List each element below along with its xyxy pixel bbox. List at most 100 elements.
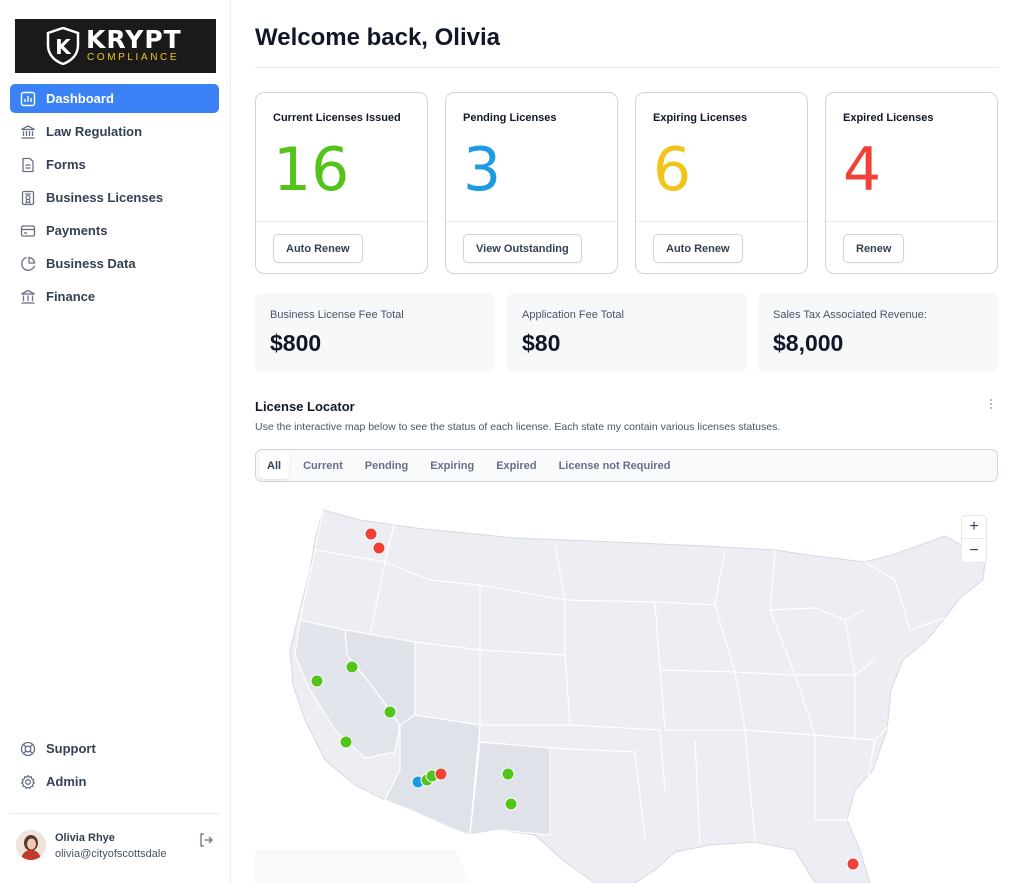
fee-label: Sales Tax Associated Revenue: [773,309,927,321]
new-mexico-region [469,741,551,836]
sidebar-bottom-nav: Support Admin [10,734,219,800]
brand-logo[interactable]: K KRYPT COMPLIANCE [15,19,216,73]
sidebar-item-label: Support [46,741,96,756]
card-label: Pending Licenses [463,112,557,124]
pie-chart-icon [19,255,37,273]
card-divider [256,221,427,222]
card-label: Current Licenses Issued [273,112,401,124]
sidebar-item-label: Business Data [46,256,136,271]
sidebar-item-finance[interactable]: Finance [10,282,219,311]
card-value: 16 [273,135,350,205]
sidebar-item-support[interactable]: Support [10,734,219,763]
sidebar-item-label: Payments [46,223,108,238]
user-email: olivia@cityofscottsdale [55,848,167,860]
gear-icon [19,773,37,791]
section-description: Use the interactive map below to see the… [255,421,781,433]
user-name: Olivia Rhye [55,832,115,844]
license-marker[interactable] [364,527,378,541]
bank-icon [19,123,37,141]
expiring-licenses-card: Expiring Licenses 6 Auto Renew [635,92,808,274]
license-marker[interactable] [372,541,386,555]
sidebar-nav: Dashboard Law Regulation Forms Business … [10,84,219,315]
license-marker[interactable] [339,735,353,749]
business-license-fee-card: Business License Fee Total $800 [255,293,495,372]
user-profile: Olivia Rhye olivia@cityofscottsdale [16,830,216,864]
status-filter-tabs: All Current Pending Expiring Expired Lic… [255,449,998,482]
brand-name: KRYPT [86,25,182,54]
fee-label: Business License Fee Total [270,309,404,321]
license-marker[interactable] [383,705,397,719]
section-title: License Locator [255,399,355,414]
card-label: Expired Licenses [843,112,934,124]
sidebar-item-admin[interactable]: Admin [10,767,219,796]
zoom-out-button[interactable]: − [969,541,979,559]
license-marker[interactable] [310,674,324,688]
svg-text:K: K [55,35,72,59]
tab-all[interactable]: All [259,452,290,479]
expired-licenses-card: Expired Licenses 4 Renew [825,92,998,274]
california-region [294,619,401,759]
sidebar-item-dashboard[interactable]: Dashboard [10,84,219,113]
tab-license-not-required[interactable]: License not Required [558,459,671,472]
license-marker[interactable] [345,660,359,674]
fee-value: $8,000 [773,330,844,356]
brand-tagline: COMPLIANCE [87,52,180,63]
application-fee-card: Application Fee Total $80 [507,293,747,372]
sidebar-item-label: Forms [46,157,86,172]
card-divider [636,221,807,222]
license-map[interactable] [255,490,998,883]
bar-chart-icon [19,90,37,108]
sidebar-item-payments[interactable]: Payments [10,216,219,245]
tab-expired[interactable]: Expired [496,459,537,472]
fee-value: $80 [522,330,561,356]
avatar[interactable] [16,830,46,860]
card-divider [446,221,617,222]
auto-renew-button[interactable]: Auto Renew [653,234,743,263]
license-marker[interactable] [501,767,515,781]
sidebar-item-label: Finance [46,289,96,304]
certificate-icon [19,189,37,207]
card-value: 3 [463,135,502,205]
file-icon [19,156,37,174]
logout-icon[interactable] [198,832,214,848]
tab-expiring[interactable]: Expiring [430,459,475,472]
license-marker[interactable] [434,767,448,781]
license-marker[interactable] [504,797,518,811]
more-options-icon[interactable] [985,396,997,412]
credit-card-icon [19,222,37,240]
sidebar-divider [10,813,219,814]
fee-label: Application Fee Total [522,309,624,321]
sidebar-item-business-licenses[interactable]: Business Licenses [10,183,219,212]
current-licenses-card: Current Licenses Issued 16 Auto Renew [255,92,428,274]
sidebar-item-forms[interactable]: Forms [10,150,219,179]
zoom-in-button[interactable]: + [962,516,986,539]
card-value: 6 [653,135,692,205]
sales-tax-revenue-card: Sales Tax Associated Revenue: $8,000 [758,293,998,372]
renew-button[interactable]: Renew [843,234,905,263]
sidebar: K KRYPT COMPLIANCE Dashboard Law Regulat… [0,0,231,883]
page-title: Welcome back, Olivia [255,24,501,51]
view-outstanding-button[interactable]: View Outstanding [463,234,582,263]
card-label: Expiring Licenses [653,112,748,124]
tab-pending[interactable]: Pending [364,459,409,472]
card-divider [826,221,997,222]
sidebar-item-law-regulation[interactable]: Law Regulation [10,117,219,146]
building-icon [19,288,37,306]
sidebar-item-label: Law Regulation [46,124,143,139]
sidebar-item-label: Admin [46,774,87,789]
card-value: 4 [843,135,882,205]
status-markers [310,527,860,871]
fee-value: $800 [270,330,322,356]
title-divider [255,67,998,68]
state-borders [299,509,946,846]
sidebar-item-label: Business Licenses [46,190,164,205]
map-zoom-controls: + − [961,515,987,563]
sidebar-item-label: Dashboard [46,91,114,106]
life-buoy-icon [19,740,37,758]
sidebar-item-business-data[interactable]: Business Data [10,249,219,278]
shield-logo-icon: K [46,27,80,65]
license-marker[interactable] [846,857,860,871]
tab-current[interactable]: Current [303,459,343,472]
pending-licenses-card: Pending Licenses 3 View Outstanding [445,92,618,274]
auto-renew-button[interactable]: Auto Renew [273,234,363,263]
